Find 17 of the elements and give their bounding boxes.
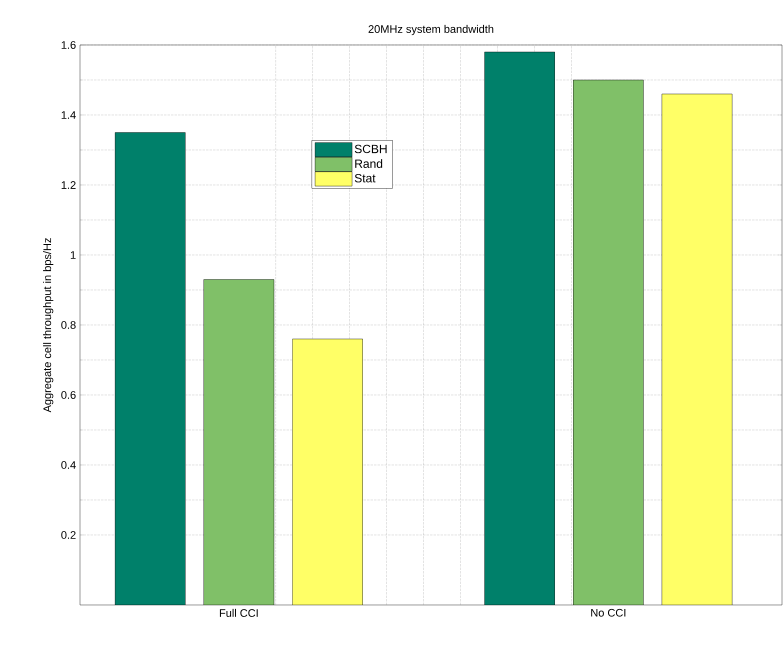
legend-label: Rand xyxy=(355,159,382,168)
legend-label: Stat xyxy=(354,174,376,182)
bar xyxy=(204,279,274,605)
y-axis-title: Aggregate cell throughput in bps/Hz xyxy=(43,238,54,412)
y-tick-label: 1.2 xyxy=(62,181,76,189)
y-tick-label: 0.8 xyxy=(61,321,76,329)
y-tick-label: 0.6 xyxy=(61,391,76,399)
y-tick-label: 1.6 xyxy=(62,41,76,49)
chart-title: 20MHz system bandwidth xyxy=(368,24,494,36)
bar xyxy=(573,80,644,605)
y-tick-label: 0.2 xyxy=(61,531,76,539)
y-tick-label: 1 xyxy=(70,251,76,259)
x-tick-label: Full CCI xyxy=(220,608,258,617)
y-tick-label: 1.4 xyxy=(62,111,76,119)
y-tick-label: 0.4 xyxy=(61,461,76,469)
x-tick-label: No CCI xyxy=(591,608,626,617)
legend-label: SCBH xyxy=(354,144,387,154)
